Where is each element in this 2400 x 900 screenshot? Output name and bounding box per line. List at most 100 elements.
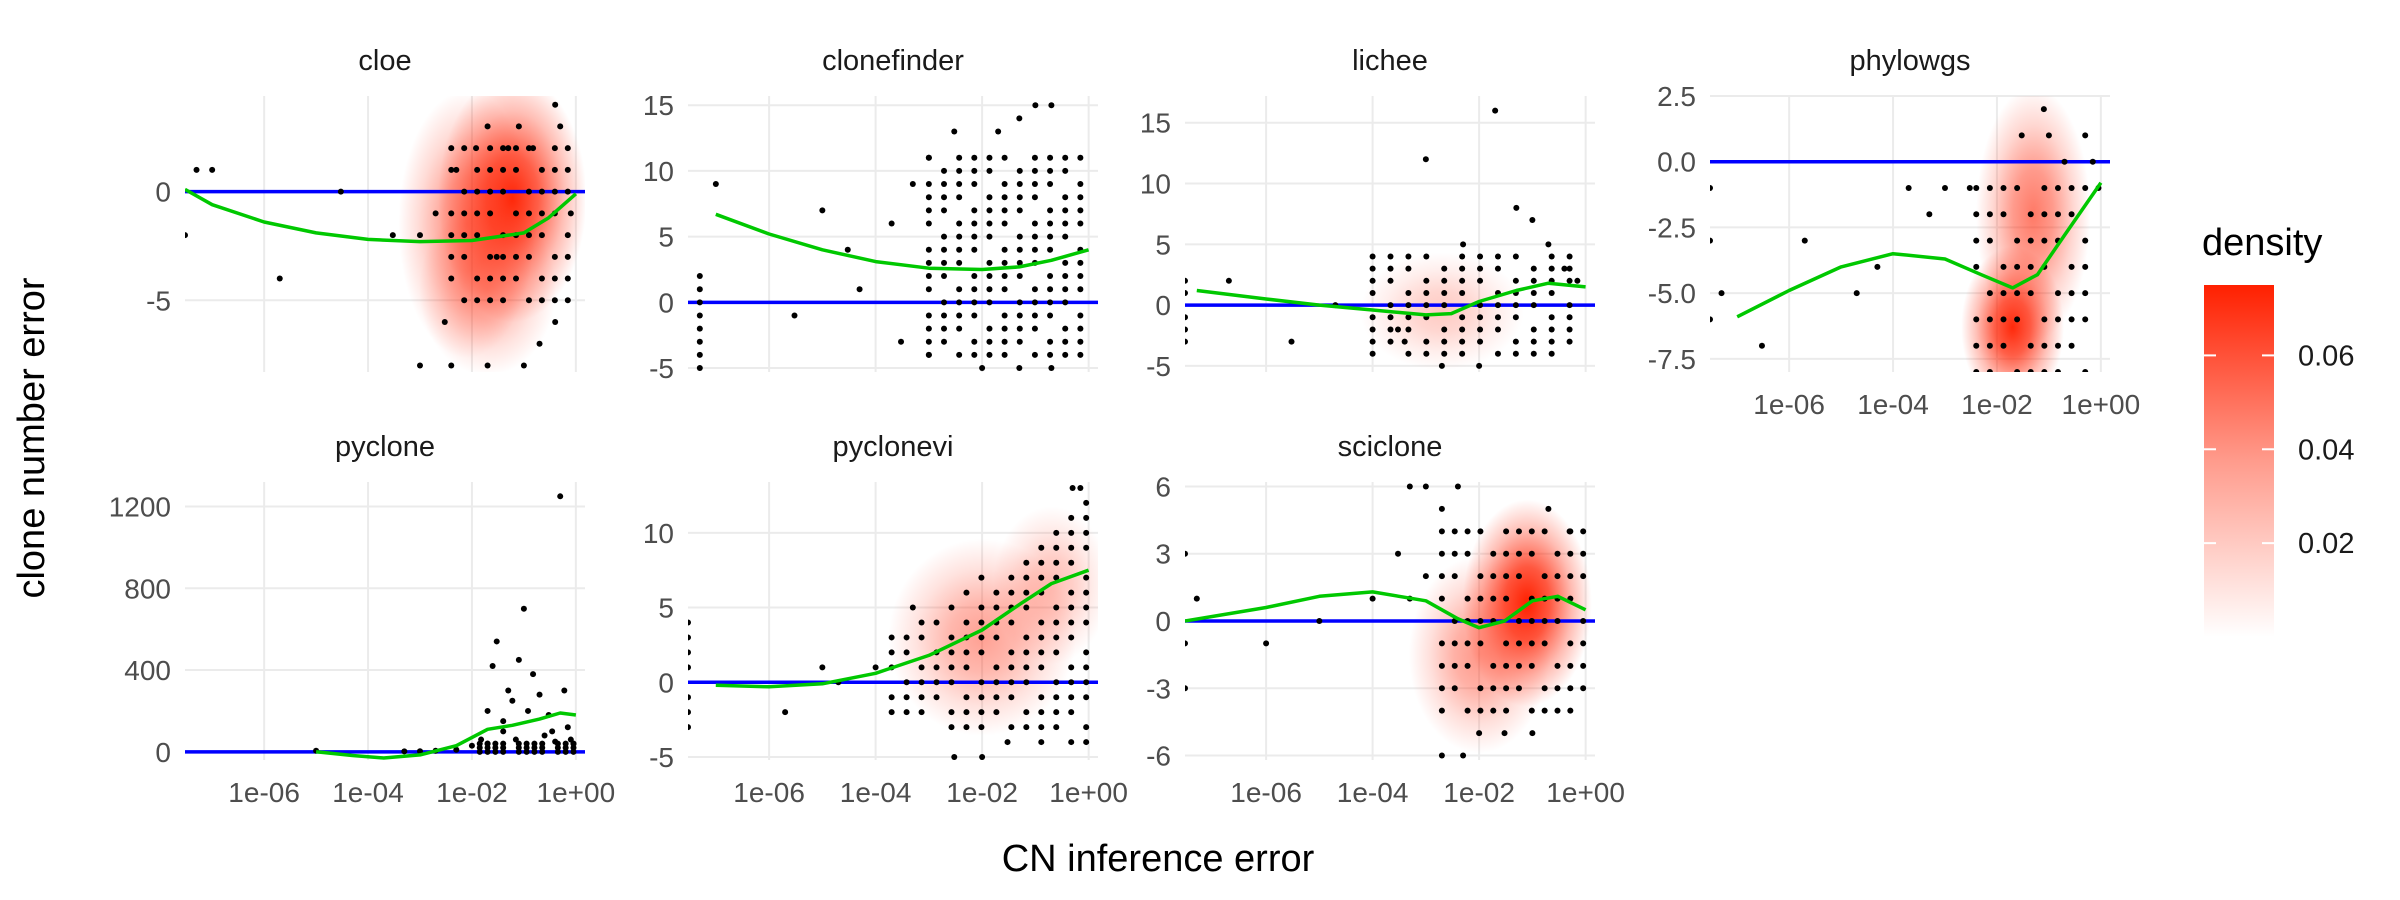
x-tick-label: 1e-04: [840, 777, 912, 808]
data-point: [1038, 634, 1045, 641]
data-point: [1422, 483, 1429, 490]
data-point: [1062, 220, 1069, 227]
y-tick-label: 15: [643, 90, 674, 121]
data-point: [1001, 338, 1008, 345]
data-point: [1405, 253, 1412, 260]
data-point: [995, 128, 1002, 135]
data-point: [1986, 316, 1993, 323]
data-point: [2068, 290, 2075, 297]
data-point: [2014, 263, 2021, 270]
data-point: [525, 188, 532, 195]
data-point: [448, 166, 455, 173]
data-point: [688, 694, 691, 701]
data-point: [1068, 709, 1075, 716]
data-point: [1047, 233, 1054, 240]
data-point: [1016, 325, 1023, 332]
data-point: [1441, 265, 1448, 272]
data-point: [1580, 573, 1587, 580]
data-point: [918, 634, 925, 641]
data-point: [986, 154, 993, 161]
data-point: [1494, 302, 1501, 309]
data-point: [1477, 640, 1484, 647]
data-point: [487, 253, 494, 260]
data-point: [562, 740, 569, 747]
density-blob: [1408, 555, 1550, 754]
data-point: [1477, 618, 1484, 624]
data-point: [1477, 338, 1484, 345]
data-point: [1031, 312, 1038, 319]
data-point: [1077, 194, 1084, 201]
data-point: [956, 194, 963, 201]
data-point: [500, 728, 507, 735]
data-point: [1031, 194, 1038, 201]
y-tick-label: 800: [124, 573, 171, 604]
data-point: [1423, 338, 1430, 345]
data-point: [564, 253, 571, 260]
smooth-curve: [715, 212, 1090, 272]
data-point: [1459, 350, 1466, 357]
data-point: [1515, 618, 1522, 624]
data-point: [1053, 559, 1060, 566]
y-tick-label: 6: [1155, 471, 1171, 502]
panel-title: lichee: [1352, 45, 1428, 77]
data-point: [1986, 369, 1993, 372]
data-point: [1083, 499, 1090, 506]
data-point: [941, 167, 948, 174]
data-point: [1545, 505, 1552, 512]
data-point: [1047, 286, 1054, 293]
y-tick-label: 5: [1155, 229, 1171, 260]
density-layer: [1359, 252, 1524, 371]
data-point: [925, 259, 932, 266]
data-point: [993, 664, 1000, 671]
data-point: [564, 297, 571, 304]
data-point: [1459, 289, 1466, 296]
data-point: [564, 724, 571, 731]
data-point: [948, 649, 955, 656]
data-point: [1387, 253, 1394, 260]
data-point: [1494, 253, 1501, 260]
data-point: [688, 649, 691, 656]
data-point: [1441, 302, 1448, 309]
data-point: [2000, 211, 2007, 218]
data-point: [1068, 619, 1075, 626]
data-point: [986, 325, 993, 332]
data-point: [971, 338, 978, 345]
density-legend: density 0.02 0.04 0.06: [2202, 222, 2354, 637]
data-point: [1438, 362, 1445, 369]
data-point: [1548, 338, 1555, 345]
data-point: [1567, 640, 1574, 647]
data-point: [1069, 484, 1076, 491]
y-tick-label: 0: [155, 737, 171, 768]
data-point: [416, 748, 423, 755]
data-point: [978, 694, 985, 701]
smooth-curve: [1196, 281, 1586, 317]
data-point: [1077, 338, 1084, 345]
data-point: [696, 273, 703, 280]
data-point: [1548, 326, 1555, 333]
data-point: [986, 194, 993, 201]
data-point: [903, 709, 910, 716]
data-point: [1001, 259, 1008, 266]
data-point: [1512, 314, 1519, 321]
panel-sciclone: sciclone 6 3 0 -3 -6 1e-06 1e-04 1e-02 1e+00: [1146, 431, 1625, 808]
data-point: [993, 604, 1000, 611]
data-point: [337, 188, 344, 195]
x-tick-label: 1e-02: [1443, 777, 1515, 808]
data-point: [925, 312, 932, 319]
data-point: [487, 188, 494, 195]
data-point: [819, 664, 826, 671]
data-point: [971, 207, 978, 214]
data-point: [1464, 707, 1471, 714]
grid: [688, 96, 1098, 372]
data-point: [474, 166, 481, 173]
data-point: [2041, 316, 2048, 323]
data-point: [1387, 314, 1394, 321]
data-point: [505, 687, 512, 694]
data-point: [918, 694, 925, 701]
data-point: [1580, 662, 1587, 669]
data-point: [993, 679, 1000, 686]
data-point: [925, 351, 932, 358]
data-point: [1387, 265, 1394, 272]
data-point: [1528, 618, 1535, 624]
data-point: [1023, 559, 1030, 566]
